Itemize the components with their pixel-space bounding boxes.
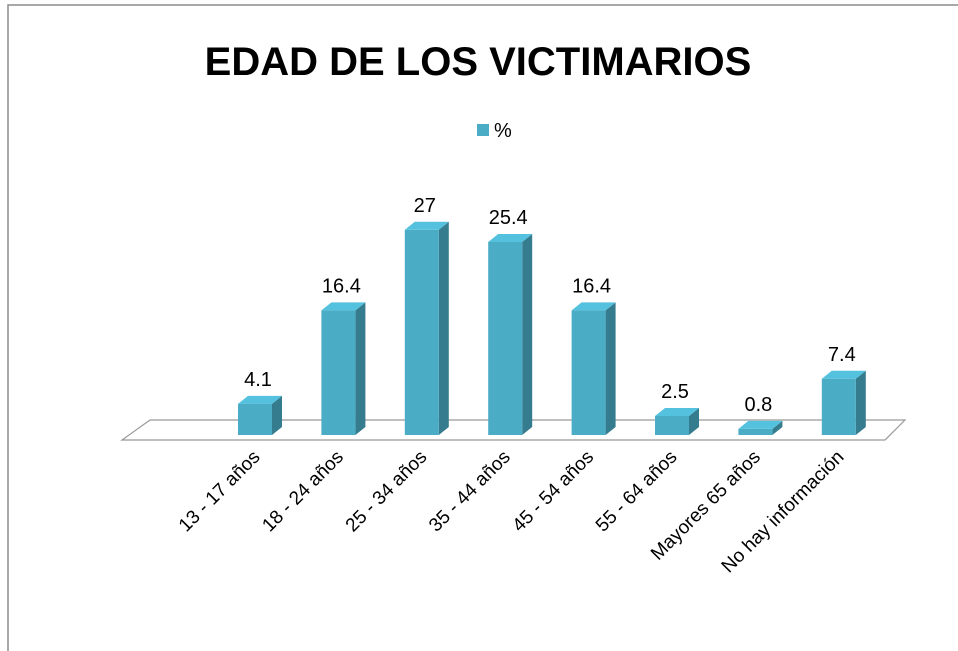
bar-side bbox=[272, 395, 282, 435]
bar-side bbox=[855, 370, 866, 435]
chart-title: EDAD DE LOS VICTIMARIOS bbox=[205, 40, 752, 84]
bar-side bbox=[355, 302, 366, 435]
value-label: 0.8 bbox=[744, 394, 772, 416]
bar-top bbox=[738, 420, 783, 429]
bar bbox=[404, 221, 449, 435]
value-label: 16.4 bbox=[322, 275, 361, 297]
bar-top bbox=[404, 221, 449, 230]
bar-top bbox=[488, 233, 533, 242]
value-label: 16.4 bbox=[572, 275, 611, 297]
bar-front bbox=[238, 403, 272, 435]
bar-top bbox=[655, 408, 699, 416]
bar-front bbox=[738, 428, 773, 435]
bar-front bbox=[488, 241, 523, 435]
bar-side bbox=[689, 408, 699, 435]
value-label: 7.4 bbox=[828, 344, 856, 366]
bar-top bbox=[238, 395, 282, 404]
legend-swatch bbox=[477, 124, 489, 136]
bar-side bbox=[772, 420, 783, 435]
bar-top bbox=[571, 302, 616, 311]
bar bbox=[488, 233, 533, 435]
bar-front bbox=[571, 310, 606, 435]
bar bbox=[738, 420, 783, 435]
bar-front bbox=[404, 229, 439, 435]
bar-top bbox=[321, 302, 366, 311]
legend-label: % bbox=[494, 120, 512, 142]
bar-side bbox=[522, 233, 533, 435]
bar-top bbox=[821, 370, 866, 379]
bar bbox=[655, 408, 699, 435]
value-label: 27 bbox=[414, 195, 436, 217]
bar-front bbox=[321, 310, 356, 435]
bar bbox=[821, 370, 866, 435]
bar bbox=[571, 302, 616, 435]
value-label: 4.1 bbox=[244, 369, 272, 391]
bar bbox=[238, 395, 282, 435]
value-label: 2.5 bbox=[661, 381, 689, 403]
chart-frame bbox=[7, 4, 958, 651]
bar bbox=[321, 302, 366, 435]
bar-side bbox=[438, 221, 449, 435]
bar-front bbox=[821, 378, 856, 435]
value-label: 25.4 bbox=[489, 207, 528, 229]
bar-side bbox=[605, 302, 616, 435]
bar-front bbox=[655, 416, 689, 435]
